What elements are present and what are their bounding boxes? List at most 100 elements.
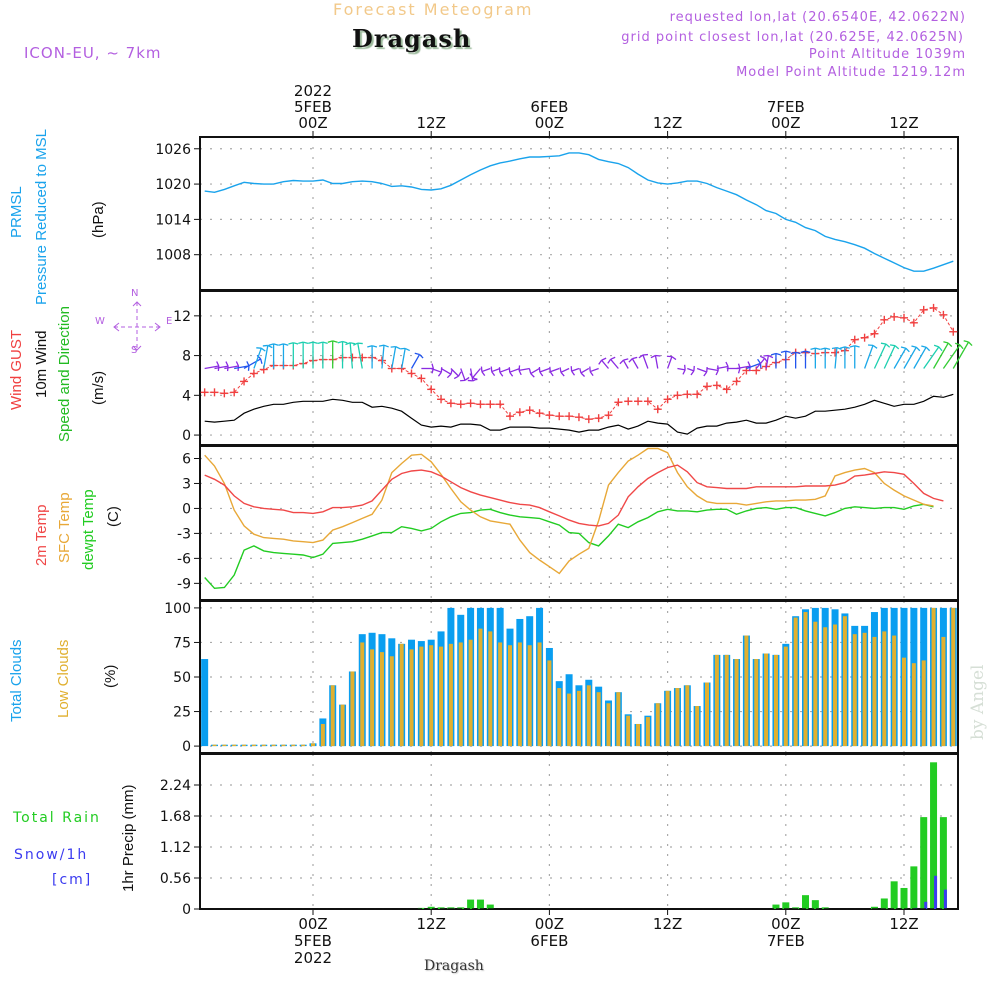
- gust-marker: [506, 412, 514, 421]
- total-rain-label: Total Rain: [13, 810, 101, 826]
- wind-arrow-head: [747, 361, 751, 367]
- low-clouds-bar: [596, 692, 601, 747]
- wind-arrow-head: [703, 371, 708, 377]
- wind-arrow-head: [235, 361, 240, 367]
- rain-bar: [772, 904, 780, 909]
- low-clouds-bar: [862, 632, 867, 747]
- low-clouds-bar: [734, 659, 739, 747]
- low-clouds-bar: [576, 690, 581, 747]
- wind-arrow-shaft: [687, 367, 695, 372]
- rain-bar: [900, 887, 908, 909]
- gust-marker: [417, 374, 426, 383]
- low-clouds-bar: [793, 617, 798, 747]
- low-clouds-bar: [311, 743, 315, 747]
- gust-marker: [456, 400, 465, 409]
- low-clouds-bar: [251, 744, 256, 747]
- low-clouds-bar: [645, 717, 650, 747]
- low-clouds-bar: [567, 693, 572, 747]
- wind-arrow-head: [509, 371, 514, 377]
- gust-marker: [220, 389, 229, 398]
- wind-arrow-shaft: [696, 367, 707, 373]
- footer-location: Dragash: [424, 958, 484, 974]
- wind-arrow-head: [598, 359, 603, 365]
- time-label-bottom: 00Z: [535, 915, 564, 933]
- low-clouds-bar: [636, 723, 641, 747]
- low-clouds-bar: [606, 703, 611, 747]
- wind-arrow: [327, 340, 338, 369]
- low-clouds-bar: [872, 636, 877, 747]
- wind-arrow-head: [472, 377, 478, 381]
- wind-arrow: [687, 365, 695, 376]
- gust-marker: [565, 412, 574, 421]
- wind-arrow-shaft: [472, 368, 481, 379]
- wind-arrow-head: [342, 340, 348, 344]
- gust-marker: [663, 395, 672, 404]
- dewpt-temp-line: [204, 503, 934, 590]
- gust-marker: [919, 305, 928, 314]
- rain-bar: [782, 902, 790, 909]
- low-clouds-bar: [852, 634, 857, 747]
- y-tick-label: 1.68: [160, 809, 191, 825]
- wind-arrow-head: [367, 345, 373, 348]
- low-clouds-bar: [655, 703, 660, 747]
- time-label-bottom: 12Z: [889, 915, 918, 933]
- time-label-top: 2022: [294, 82, 332, 100]
- wind-arrow-shaft: [550, 367, 560, 373]
- wind-arrow: [262, 344, 273, 369]
- rain-bar: [910, 866, 918, 909]
- low-clouds-bar: [448, 643, 453, 747]
- wind-arrow-head: [831, 346, 837, 350]
- rain-bar: [792, 907, 800, 909]
- wind-arrow-head: [943, 341, 949, 344]
- wind-arrow-head: [757, 358, 762, 364]
- wind-arrow-head: [302, 341, 309, 345]
- gust-marker: [860, 333, 869, 342]
- wind-arrow-shaft: [622, 359, 629, 369]
- wind-arrow-head: [559, 367, 562, 373]
- wind-arrow: [410, 352, 424, 369]
- wind-arrow: [619, 358, 629, 369]
- compass-east: E: [166, 316, 173, 327]
- gust-marker: [890, 312, 899, 321]
- gust-marker: [909, 318, 918, 327]
- wind-arrow-head: [810, 347, 816, 351]
- wind-arrow-shaft: [903, 346, 917, 369]
- wind-arrow-shaft: [893, 347, 907, 369]
- wind-arrow-head: [491, 371, 496, 377]
- wind-arrow-shaft: [736, 365, 751, 370]
- time-label-bottom: 12Z: [653, 915, 682, 933]
- snow-bar: [934, 875, 938, 909]
- low-clouds-bar: [714, 654, 719, 747]
- wind-arrow-head: [690, 370, 695, 376]
- time-label-top: 12Z: [653, 114, 682, 132]
- wind-arrow-head: [628, 358, 633, 363]
- time-label-bottom: 00Z: [771, 915, 800, 933]
- time-label-top: 7FEB: [767, 98, 805, 116]
- gust-marker: [476, 400, 485, 409]
- gust-marker: [939, 310, 948, 319]
- wind-arrow-shaft: [481, 367, 491, 373]
- wind-arrow-head: [737, 368, 741, 374]
- wind-arrow: [790, 351, 801, 369]
- wind-arrow-head: [312, 341, 318, 345]
- wind-arrow: [770, 352, 781, 369]
- gust-marker: [427, 385, 436, 394]
- low-clouds-bar: [744, 635, 749, 747]
- wind-arrow: [810, 347, 821, 369]
- wind-arrow: [298, 341, 309, 369]
- wind-arrow: [469, 368, 481, 381]
- low-clouds-bar: [685, 685, 690, 747]
- y-tick-label: 25: [173, 705, 191, 721]
- y-tick-label: 0.56: [160, 871, 191, 887]
- low-clouds-bar: [586, 685, 591, 747]
- low-clouds-bar: [498, 642, 503, 747]
- wind-arrow-shaft: [952, 341, 970, 369]
- wind-arrow-head: [889, 344, 896, 347]
- low-clouds-bar: [527, 645, 532, 747]
- gust-marker: [693, 390, 702, 399]
- y-tick-label: 1020: [155, 177, 191, 193]
- wind-arrow-head: [725, 361, 729, 367]
- wind-arrow: [337, 340, 348, 369]
- wind-arrow-shaft: [706, 367, 719, 372]
